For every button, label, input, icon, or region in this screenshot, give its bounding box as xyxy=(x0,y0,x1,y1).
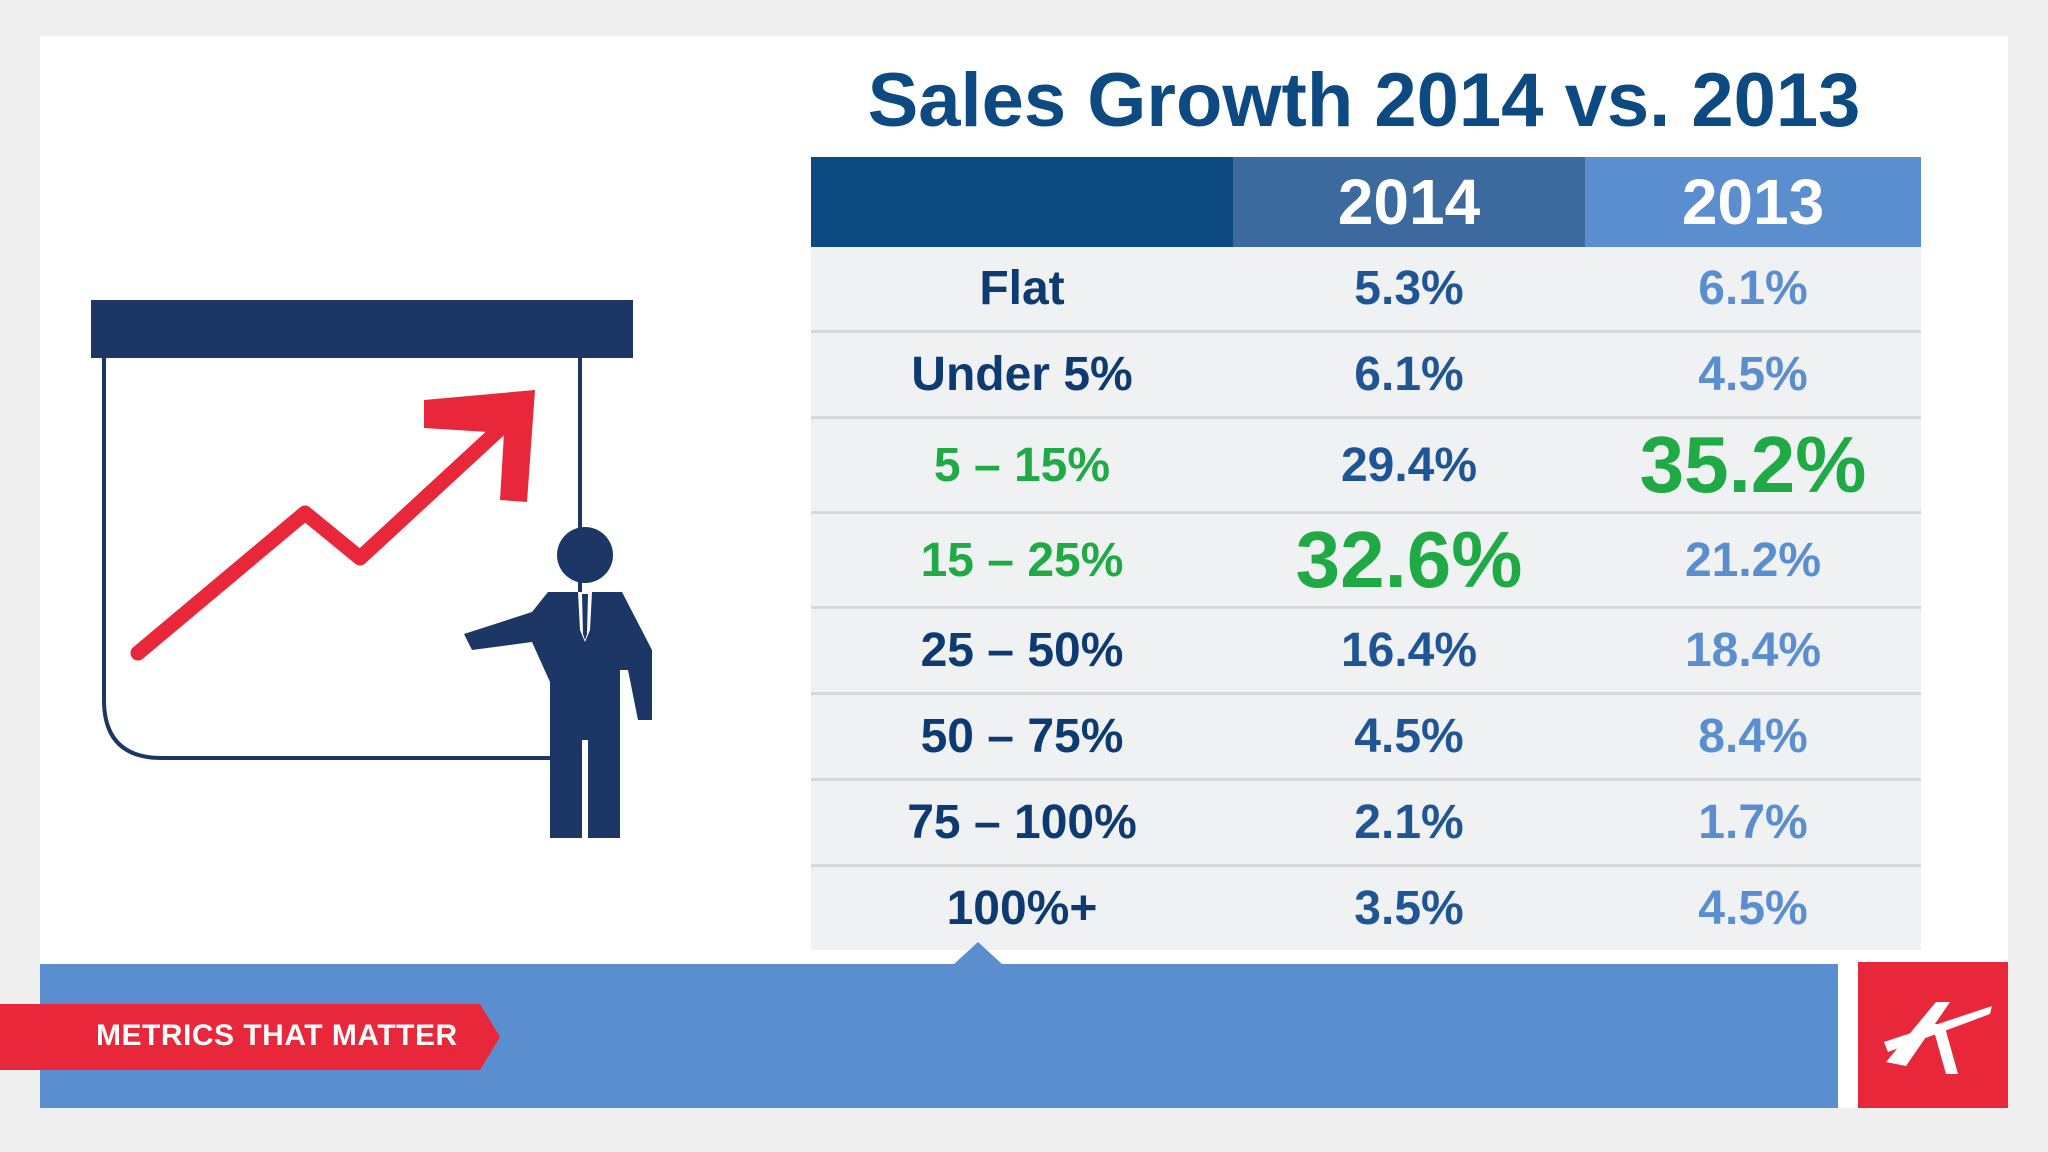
cell-2014-value: 2.1% xyxy=(1233,778,1585,866)
column-header-2014: 2014 xyxy=(1233,157,1585,247)
table-header-row: 2014 2013 xyxy=(811,157,1921,247)
metrics-banner-label: METRICS THAT MATTER xyxy=(96,1019,458,1052)
row-category-label: 50 – 75% xyxy=(811,692,1233,780)
bottom-bar-notch xyxy=(954,942,1002,964)
cell-2014-value: 32.6% xyxy=(1233,511,1585,608)
cell-2013-value: 35.2% xyxy=(1585,416,1921,513)
table-row: 5 – 15% 29.4% 35.2% xyxy=(811,416,1921,513)
table-row: Under 5% 6.1% 4.5% xyxy=(811,330,1921,418)
cell-2013-value: 21.2% xyxy=(1585,511,1921,608)
column-header-category xyxy=(811,157,1233,247)
column-header-2013: 2013 xyxy=(1585,157,1921,247)
brand-logo xyxy=(1858,962,2008,1108)
row-category-label: Flat xyxy=(811,247,1233,332)
table-body: Flat 5.3% 6.1% Under 5% 6.1% 4.5% 5 – 15… xyxy=(811,247,1921,950)
page-title: Sales Growth 2014 vs. 2013 xyxy=(867,58,1861,143)
metrics-banner xyxy=(0,1004,500,1070)
presenter-person-icon xyxy=(464,527,652,838)
cell-2013-value: 4.5% xyxy=(1585,864,1921,950)
table-row: 25 – 50% 16.4% 18.4% xyxy=(811,606,1921,694)
cell-2013-value: 18.4% xyxy=(1585,606,1921,694)
table-row: Flat 5.3% 6.1% xyxy=(811,247,1921,332)
cell-2014-value: 5.3% xyxy=(1233,247,1585,332)
cell-2013-value: 4.5% xyxy=(1585,330,1921,418)
table-row: 75 – 100% 2.1% 1.7% xyxy=(811,778,1921,866)
cell-2014-value: 6.1% xyxy=(1233,330,1585,418)
row-category-label: 15 – 25% xyxy=(811,511,1233,608)
row-category-label: Under 5% xyxy=(811,330,1233,418)
cell-2013-value: 8.4% xyxy=(1585,692,1921,780)
row-category-label: 100%+ xyxy=(811,864,1233,950)
cell-2014-value: 29.4% xyxy=(1233,416,1585,513)
sales-growth-table: 2014 2013 Flat 5.3% 6.1% Under 5% 6.1% 4… xyxy=(811,157,1921,950)
table-row: 100%+ 3.5% 4.5% xyxy=(811,864,1921,950)
presentation-illustration xyxy=(91,300,652,838)
rising-arrow-icon xyxy=(130,390,535,661)
cell-2013-value: 1.7% xyxy=(1585,778,1921,866)
cell-2014-value: 4.5% xyxy=(1233,692,1585,780)
brand-logo-icon xyxy=(1884,1002,1992,1074)
row-category-label: 5 – 15% xyxy=(811,416,1233,513)
table-row: 15 – 25% 32.6% 21.2% xyxy=(811,511,1921,608)
row-category-label: 25 – 50% xyxy=(811,606,1233,694)
cell-2014-value: 3.5% xyxy=(1233,864,1585,950)
cell-2014-value: 16.4% xyxy=(1233,606,1585,694)
cell-2013-value: 6.1% xyxy=(1585,247,1921,332)
table-row: 50 – 75% 4.5% 8.4% xyxy=(811,692,1921,780)
row-category-label: 75 – 100% xyxy=(811,778,1233,866)
